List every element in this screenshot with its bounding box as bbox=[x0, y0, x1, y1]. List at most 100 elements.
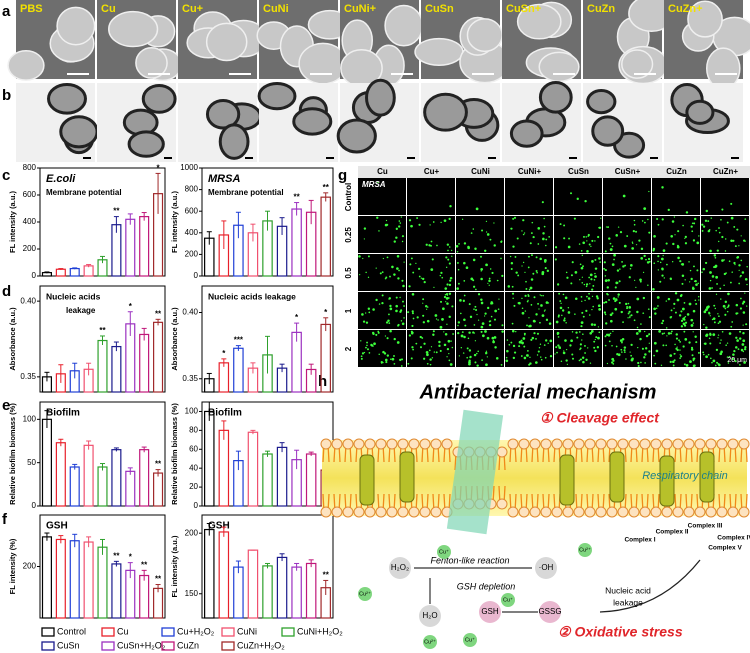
lipid-head bbox=[375, 438, 387, 450]
lipid-head bbox=[342, 506, 354, 518]
error-bar bbox=[155, 172, 161, 214]
stained-cell bbox=[422, 314, 425, 317]
stained-cell bbox=[581, 276, 583, 278]
stained-cell bbox=[617, 293, 620, 296]
stained-cell bbox=[625, 302, 628, 306]
stained-cell bbox=[512, 245, 515, 248]
chart-title: Biofilm bbox=[208, 408, 242, 419]
stained-cell bbox=[657, 260, 659, 263]
stained-cell bbox=[488, 284, 490, 286]
stained-cell bbox=[674, 311, 677, 314]
stained-cell bbox=[556, 351, 558, 354]
stained-cell bbox=[510, 227, 513, 230]
stained-cell bbox=[484, 330, 487, 333]
stained-cell bbox=[586, 250, 589, 253]
lipid-head bbox=[331, 438, 343, 450]
stained-cell bbox=[710, 217, 713, 219]
stained-cell bbox=[692, 239, 696, 242]
y-tick-label: 20 bbox=[189, 482, 198, 491]
bar bbox=[139, 333, 150, 393]
stained-cell bbox=[545, 244, 547, 247]
stained-cell bbox=[564, 296, 568, 300]
stained-cell bbox=[434, 314, 438, 317]
stained-cell bbox=[626, 235, 629, 237]
stained-cell bbox=[663, 332, 666, 334]
stained-cell bbox=[506, 339, 509, 341]
stained-cell bbox=[633, 319, 636, 322]
stained-cell bbox=[459, 299, 462, 302]
bar bbox=[55, 538, 66, 619]
stained-cell bbox=[662, 249, 666, 252]
stained-cell bbox=[532, 319, 536, 323]
stained-cell bbox=[373, 342, 376, 346]
bar bbox=[55, 442, 66, 507]
stained-cell bbox=[360, 357, 363, 360]
stained-cell bbox=[403, 317, 405, 319]
stained-cell bbox=[640, 257, 644, 260]
stained-cell bbox=[693, 280, 696, 283]
error-bar bbox=[141, 212, 147, 221]
membrane-protein bbox=[399, 451, 415, 503]
stained-cell bbox=[715, 275, 719, 279]
stained-cell bbox=[674, 234, 676, 236]
stained-cell bbox=[714, 264, 718, 268]
stained-cell bbox=[608, 299, 610, 301]
stained-cell bbox=[545, 339, 548, 342]
stained-cell bbox=[659, 280, 662, 283]
stained-cell bbox=[390, 358, 392, 360]
bar bbox=[83, 265, 94, 277]
stained-cell bbox=[474, 340, 477, 342]
stained-cell bbox=[629, 351, 631, 353]
stained-cell bbox=[697, 351, 700, 354]
stained-cell bbox=[691, 354, 694, 357]
stained-cell bbox=[730, 202, 733, 205]
stained-cell bbox=[439, 325, 443, 329]
stained-cell bbox=[582, 333, 584, 335]
stained-cell bbox=[494, 309, 497, 313]
stained-cell bbox=[665, 327, 668, 329]
stained-cell bbox=[653, 341, 657, 345]
stained-cell bbox=[445, 266, 448, 269]
stained-cell bbox=[462, 299, 465, 302]
stained-cell bbox=[485, 231, 488, 233]
stained-cell bbox=[400, 365, 403, 367]
stained-cell bbox=[683, 302, 686, 304]
error-bar bbox=[127, 467, 133, 475]
legend-label: Cu bbox=[117, 626, 129, 636]
stained-cell bbox=[631, 357, 634, 361]
stained-cell bbox=[723, 305, 726, 308]
y-tick-label: 0.35 bbox=[20, 372, 36, 381]
stained-cell bbox=[594, 258, 597, 261]
stained-cell bbox=[597, 304, 601, 308]
stained-cell bbox=[391, 357, 395, 361]
stained-cell bbox=[607, 279, 610, 282]
cleavage-label: ① Cleavage effect bbox=[540, 410, 660, 426]
stained-cell bbox=[486, 233, 490, 236]
stained-cell bbox=[528, 325, 531, 328]
stained-cell bbox=[412, 317, 415, 320]
stained-cell bbox=[493, 318, 497, 321]
stained-cell bbox=[590, 323, 594, 326]
lipid-head bbox=[540, 438, 552, 450]
stained-cell bbox=[676, 346, 678, 348]
stained-cell bbox=[543, 217, 545, 220]
molecule bbox=[535, 557, 557, 579]
stained-cell bbox=[661, 186, 664, 189]
stained-cell bbox=[705, 355, 708, 359]
stained-cell bbox=[361, 313, 364, 316]
molecule bbox=[479, 601, 501, 623]
molecule bbox=[419, 605, 441, 627]
stained-cell bbox=[422, 277, 425, 281]
stained-cell bbox=[723, 284, 725, 286]
stained-cell bbox=[401, 235, 405, 238]
stained-cell bbox=[597, 326, 600, 328]
stained-cell bbox=[537, 350, 540, 353]
fluorescence-image bbox=[358, 292, 406, 329]
stained-cell bbox=[422, 302, 424, 304]
stained-cell bbox=[746, 265, 748, 268]
stained-cell bbox=[709, 342, 712, 345]
stained-cell bbox=[656, 218, 659, 221]
stained-cell bbox=[671, 261, 674, 263]
stained-cell bbox=[366, 344, 368, 347]
significance: ** bbox=[293, 193, 300, 202]
